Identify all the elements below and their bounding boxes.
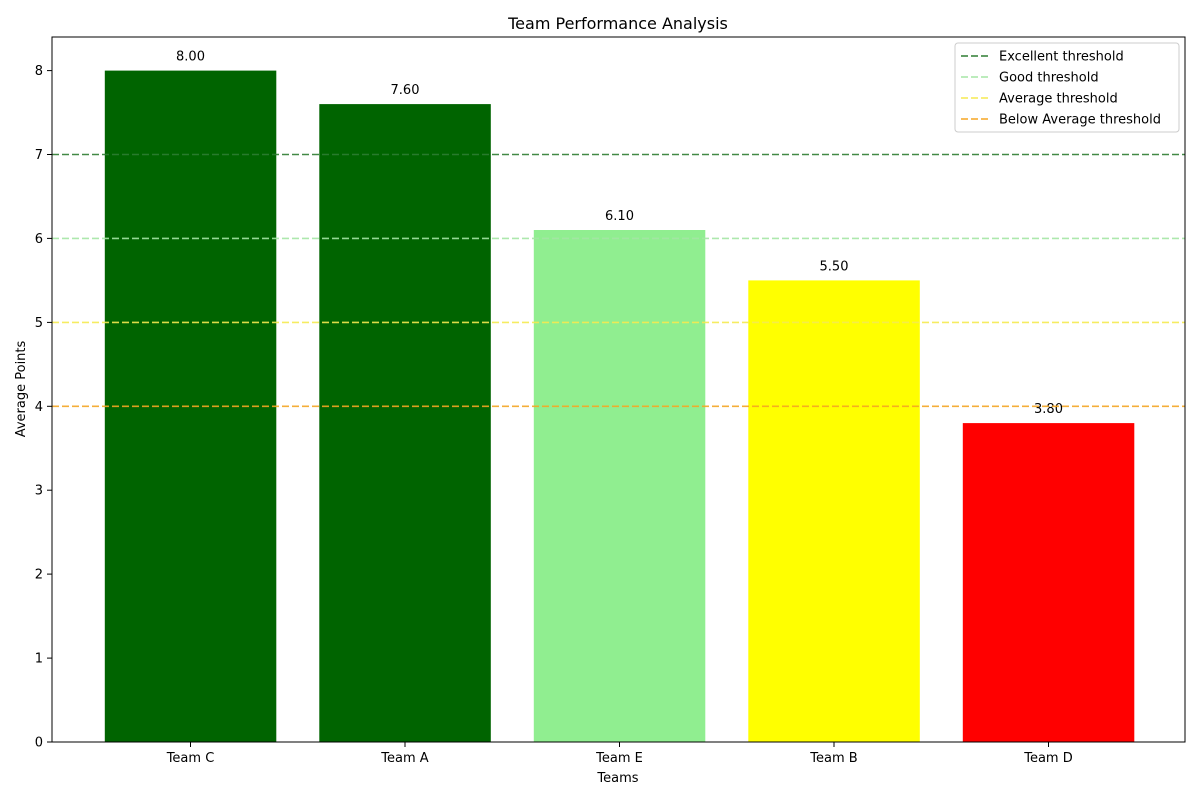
bar-value-label: 5.50 bbox=[820, 259, 849, 274]
legend-entry-label: Good threshold bbox=[999, 71, 1099, 86]
x-axis-label: Teams bbox=[596, 771, 638, 786]
bar-value-label: 3.80 bbox=[1034, 402, 1063, 417]
y-tick-label: 0 bbox=[35, 736, 43, 751]
axes-frame bbox=[51, 36, 1186, 743]
y-tick-label: 6 bbox=[35, 232, 43, 247]
plot-area: 8.00 Team C 7.60 Team A 6.10 Team E 5.50 Team B… bbox=[35, 36, 1186, 766]
bar-team-c bbox=[104, 70, 277, 743]
legend: Excellent threshold Good threshold Average… bbox=[954, 42, 1180, 133]
y-tick-label: 3 bbox=[35, 484, 43, 499]
bar-team-b bbox=[748, 280, 920, 742]
bar-value-label: 6.10 bbox=[605, 209, 634, 224]
bar-team-a bbox=[319, 104, 491, 743]
y-tick-label: 5 bbox=[35, 316, 43, 331]
x-tick-label: Team A bbox=[380, 751, 428, 766]
y-tick-label: 2 bbox=[35, 568, 43, 583]
y-tick-label: 1 bbox=[35, 652, 43, 667]
legend-entry-label: Below Average threshold bbox=[999, 113, 1161, 128]
bar-team-e bbox=[533, 230, 706, 742]
x-tick-label: Team C bbox=[166, 751, 215, 766]
y-tick-label: 4 bbox=[35, 400, 43, 415]
legend-entry-label: Excellent threshold bbox=[999, 50, 1124, 65]
x-tick-label: Team E bbox=[595, 751, 643, 766]
x-tick-label: Team B bbox=[809, 751, 857, 766]
bar-team-d bbox=[962, 423, 1135, 742]
y-tick-label: 7 bbox=[35, 148, 43, 163]
bar-value-label: 7.60 bbox=[391, 83, 420, 98]
y-tick-label: 8 bbox=[35, 64, 43, 79]
x-tick-label: Team D bbox=[1023, 751, 1073, 766]
bar-value-label: 8.00 bbox=[176, 50, 205, 65]
y-axis-label: Average Points bbox=[14, 340, 29, 437]
legend-entry-label: Average threshold bbox=[999, 92, 1118, 107]
chart-title: Team Performance Analysis bbox=[507, 14, 728, 33]
legend-box bbox=[954, 42, 1180, 133]
